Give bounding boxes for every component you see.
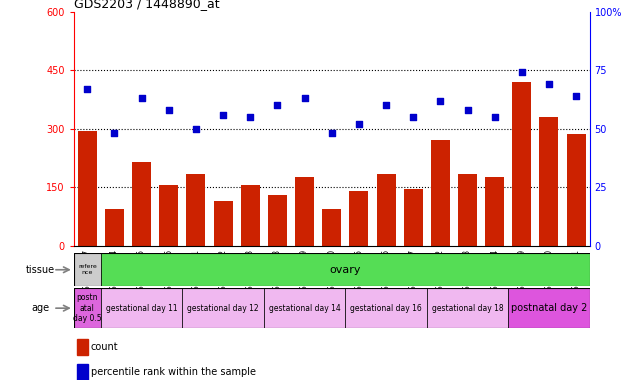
- Text: postnatal day 2: postnatal day 2: [511, 303, 587, 313]
- Bar: [213, 201, 233, 246]
- Text: percentile rank within the sample: percentile rank within the sample: [91, 367, 256, 377]
- Point: [218, 111, 228, 118]
- Bar: [376, 174, 395, 246]
- Text: postn
atal
day 0.5: postn atal day 0.5: [73, 293, 102, 323]
- Point: [490, 114, 500, 120]
- Bar: [187, 174, 205, 246]
- Text: count: count: [91, 342, 119, 352]
- Point: [462, 107, 472, 113]
- Point: [517, 70, 527, 76]
- Point: [163, 107, 174, 113]
- Text: gestational day 16: gestational day 16: [350, 304, 422, 313]
- Point: [137, 95, 147, 101]
- Bar: [404, 189, 422, 246]
- Text: gestational day 11: gestational day 11: [106, 304, 178, 313]
- Bar: [74, 253, 101, 286]
- Text: refere
nce: refere nce: [78, 264, 97, 275]
- Point: [326, 130, 337, 136]
- Bar: [132, 162, 151, 246]
- Text: gestational day 12: gestational day 12: [187, 304, 259, 313]
- Text: age: age: [31, 303, 49, 313]
- Point: [544, 81, 554, 87]
- Bar: [458, 174, 477, 246]
- Bar: [77, 364, 88, 380]
- Bar: [159, 185, 178, 246]
- Point: [571, 93, 581, 99]
- Bar: [101, 288, 182, 328]
- Text: gestational day 14: gestational day 14: [269, 304, 340, 313]
- Bar: [295, 177, 314, 246]
- Bar: [264, 288, 345, 328]
- Bar: [74, 288, 101, 328]
- Point: [435, 98, 445, 104]
- Bar: [512, 82, 531, 246]
- Bar: [182, 288, 264, 328]
- Bar: [508, 288, 590, 328]
- Bar: [268, 195, 287, 246]
- Point: [245, 114, 255, 120]
- Point: [82, 86, 92, 92]
- Bar: [77, 339, 88, 355]
- Bar: [431, 140, 450, 246]
- Bar: [349, 191, 369, 246]
- Bar: [322, 209, 341, 246]
- Point: [299, 95, 310, 101]
- Point: [381, 102, 391, 108]
- Bar: [427, 288, 508, 328]
- Bar: [540, 117, 558, 246]
- Text: GDS2203 / 1448890_at: GDS2203 / 1448890_at: [74, 0, 219, 10]
- Bar: [105, 209, 124, 246]
- Point: [354, 121, 364, 127]
- Text: gestational day 18: gestational day 18: [431, 304, 503, 313]
- Bar: [78, 131, 97, 246]
- Point: [408, 114, 419, 120]
- Bar: [485, 177, 504, 246]
- Point: [191, 126, 201, 132]
- Point: [110, 130, 120, 136]
- Point: [272, 102, 283, 108]
- Text: ovary: ovary: [329, 265, 361, 275]
- Text: tissue: tissue: [26, 265, 55, 275]
- Bar: [567, 134, 586, 246]
- Bar: [345, 288, 427, 328]
- Bar: [241, 185, 260, 246]
